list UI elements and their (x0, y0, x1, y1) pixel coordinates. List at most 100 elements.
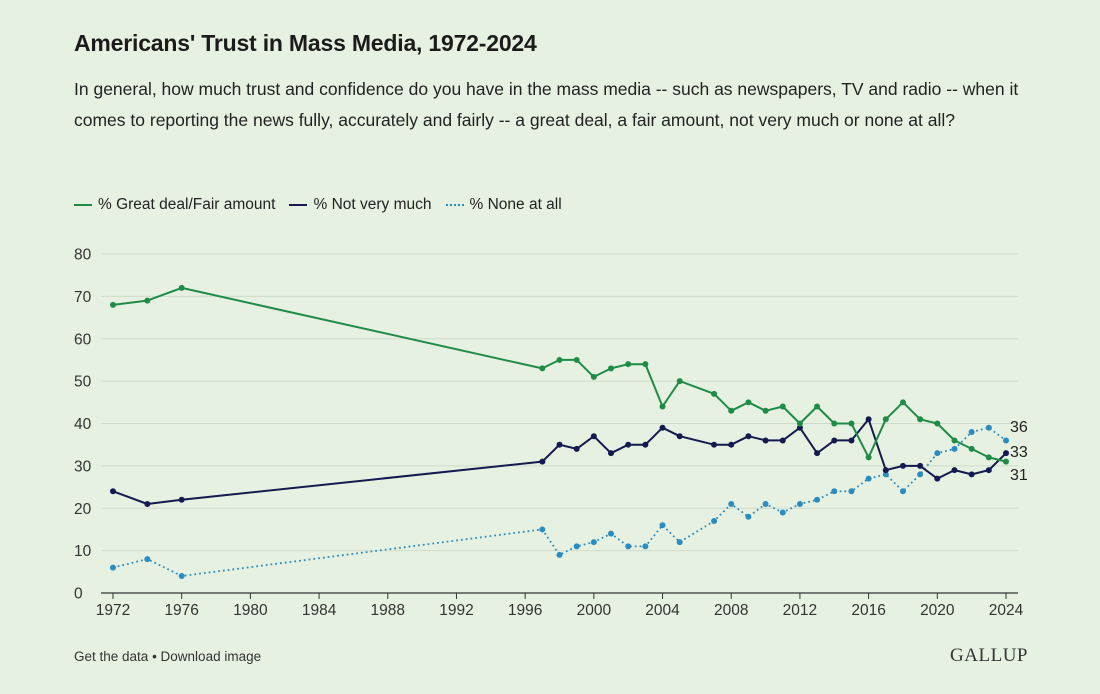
data-point-1-2011 (779, 437, 786, 444)
data-point-2-2022 (968, 428, 975, 435)
y-tick-label: 20 (74, 501, 92, 518)
data-point-0-2004 (659, 403, 666, 410)
chart-subtitle: In general, how much trust and confidenc… (74, 79, 1019, 130)
data-point-2-2001 (608, 530, 615, 537)
data-point-0-2023 (985, 454, 992, 461)
data-point-0-2020 (934, 420, 941, 427)
data-point-2-1998 (556, 551, 563, 558)
data-point-1-2000 (590, 433, 597, 440)
y-tick-label: 70 (74, 289, 92, 306)
data-point-0-2018 (899, 399, 906, 406)
data-point-2-1974 (144, 556, 151, 563)
data-point-1-1974 (144, 501, 151, 508)
data-point-1-2021 (951, 467, 958, 474)
x-tick-label: 2008 (714, 602, 748, 619)
data-point-1-1999 (573, 445, 580, 452)
get-data-link[interactable]: Get the data (74, 649, 149, 664)
data-point-0-2005 (676, 378, 683, 385)
footer-separator: • (148, 649, 161, 664)
data-point-0-2008 (728, 407, 735, 414)
data-point-0-2021 (951, 437, 958, 444)
footer-links: Get the data • Download image (74, 649, 261, 664)
data-point-2-2020 (934, 450, 941, 457)
data-point-1-1972 (110, 488, 116, 495)
data-point-2-2016 (865, 475, 872, 482)
data-point-2-2005 (676, 539, 683, 546)
data-point-2-2008 (728, 501, 735, 508)
data-point-0-1972 (110, 301, 116, 308)
data-point-2-2019 (917, 471, 924, 478)
data-point-2-2013 (814, 496, 821, 503)
y-tick-label: 0 (74, 586, 83, 603)
chart-title: Americans' Trust in Mass Media, 1972-202… (74, 30, 537, 56)
legend-item-great-deal: % Great deal/Fair amount (74, 196, 275, 214)
data-point-1-2016 (865, 416, 872, 423)
y-tick-label: 60 (74, 331, 92, 348)
data-point-2-2002 (625, 543, 632, 550)
series-line-0 (112, 286, 1007, 463)
data-point-0-2003 (642, 361, 649, 368)
data-point-0-2012 (796, 420, 803, 427)
end-label-2: 36 (1010, 419, 1028, 436)
data-point-2-2004 (659, 522, 666, 529)
data-point-2-2003 (642, 543, 649, 550)
data-point-2-2014 (831, 488, 838, 495)
data-point-1-2022 (968, 471, 975, 478)
data-point-1-2018 (899, 462, 906, 469)
data-point-1-1976 (178, 496, 185, 503)
x-tick-label: 1988 (371, 602, 405, 619)
data-point-1-2001 (608, 450, 615, 457)
download-image-link[interactable]: Download image (160, 649, 262, 664)
data-point-2-2015 (848, 488, 855, 495)
data-point-1-2014 (831, 437, 838, 444)
data-point-0-2024 (1003, 458, 1009, 465)
data-point-0-2000 (590, 373, 597, 380)
data-point-1-2008 (728, 441, 735, 448)
x-tick-label: 1992 (439, 602, 473, 619)
data-point-1-2017 (882, 467, 889, 474)
legend-item-not-very-much: % Not very much (289, 196, 432, 214)
data-point-0-1974 (144, 297, 151, 304)
data-point-0-1997 (539, 365, 546, 372)
x-tick-label: 1980 (233, 602, 268, 619)
legend-swatch-none-at-all (445, 204, 464, 206)
data-point-1-2015 (848, 437, 855, 444)
data-point-1-2010 (762, 437, 769, 444)
data-point-2-2010 (762, 501, 769, 508)
end-label-0: 31 (1010, 467, 1028, 484)
y-tick-label: 40 (74, 416, 92, 433)
data-point-0-2002 (625, 361, 632, 368)
gallup-logo: GALLUP (950, 645, 1028, 666)
legend-label-great-deal: % Great deal/Fair amount (98, 196, 276, 213)
data-point-1-2003 (642, 441, 649, 448)
legend-swatch-not-very-much (289, 204, 308, 206)
x-tick-label: 1996 (508, 602, 542, 619)
data-point-1-2007 (711, 441, 718, 448)
data-point-2-2000 (590, 539, 597, 546)
data-point-1-2019 (917, 462, 924, 469)
data-point-0-1998 (556, 356, 563, 363)
legend-label-not-very-much: % Not very much (313, 196, 432, 213)
data-point-1-2002 (625, 441, 632, 448)
data-point-0-2007 (711, 390, 718, 397)
data-point-0-2022 (968, 445, 975, 452)
x-tick-label: 1976 (164, 602, 198, 619)
x-tick-label: 2016 (851, 602, 885, 619)
data-point-1-2012 (796, 424, 803, 431)
y-tick-label: 50 (74, 374, 92, 391)
x-tick-label: 2004 (645, 602, 680, 619)
data-point-2-1999 (573, 543, 580, 550)
data-point-2-2017 (882, 471, 889, 478)
y-tick-label: 80 (74, 247, 92, 264)
data-point-1-1997 (539, 458, 546, 465)
x-tick-label: 2020 (920, 602, 955, 619)
legend-swatch-great-deal (74, 204, 92, 206)
data-point-1-2009 (745, 433, 752, 440)
data-point-1-2023 (985, 467, 992, 474)
data-point-0-2015 (848, 420, 855, 427)
data-point-0-2017 (882, 416, 889, 423)
data-point-0-2019 (917, 416, 924, 423)
data-point-2-1997 (539, 526, 546, 533)
data-point-1-2005 (676, 433, 683, 440)
